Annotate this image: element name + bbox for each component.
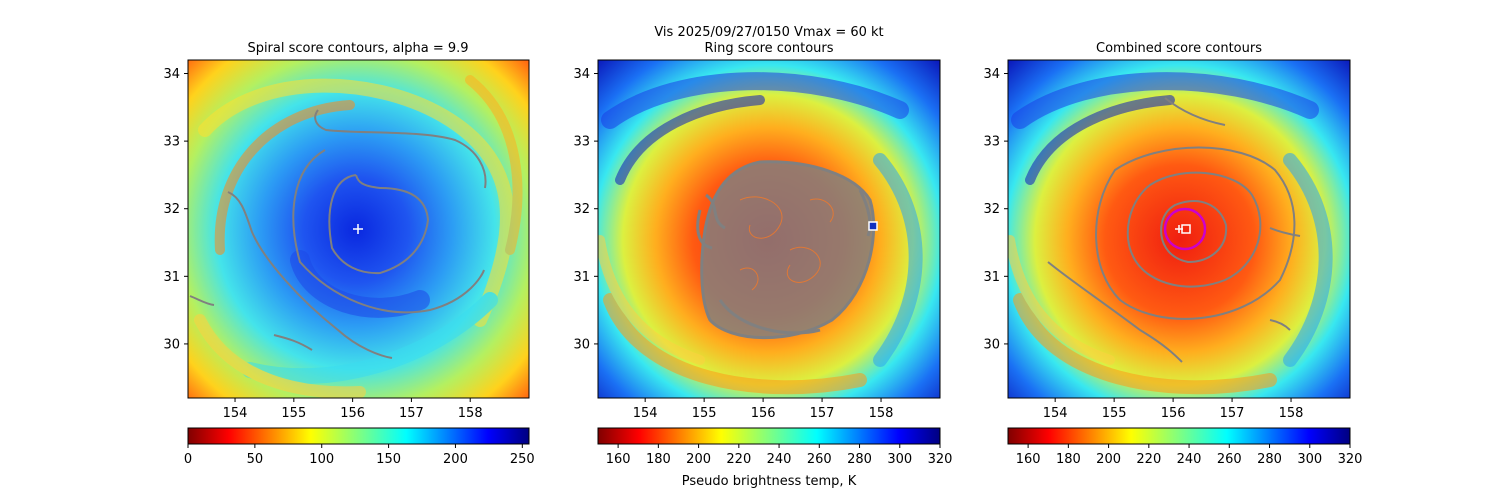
colorbar (187, 427, 530, 445)
colorbar-tick-label: 220 (726, 452, 751, 467)
colorbar-tick-label: 280 (847, 452, 872, 467)
colorbar-tick-label: 260 (807, 452, 832, 467)
satellite-image (1008, 60, 1350, 398)
colorbar (597, 427, 941, 445)
x-tick-label: 156 (340, 406, 365, 421)
colorbar-tick-label: 200 (443, 452, 468, 467)
x-tick-label: 154 (633, 406, 658, 421)
colorbar-tick-label: 180 (1056, 452, 1081, 467)
x-tick-label: 158 (869, 406, 894, 421)
y-tick-label: 31 (163, 270, 180, 285)
colorbar-tick-label: 0 (184, 452, 192, 467)
colorbar-tick-label: 200 (686, 452, 711, 467)
panel-title: Combined score contours (1096, 41, 1262, 56)
colorbar-tick-label: 320 (928, 452, 953, 467)
colorbar-ticks: 0 50 100 150 200 250 (184, 444, 535, 467)
satellite-image (598, 60, 940, 398)
y-tick-label: 34 (573, 67, 590, 82)
colorbar-ticks: 160 180 200 220 240 260 280 300 320 (1016, 444, 1363, 467)
panel-ring: Ring score contours (573, 41, 952, 489)
x-tick-label: 158 (458, 406, 483, 421)
colorbar-tick-label: 240 (767, 452, 792, 467)
panel-combined: Combined score contours (983, 41, 1362, 467)
y-tick-label: 32 (983, 202, 1000, 217)
colorbar-tick-label: 300 (887, 452, 912, 467)
colorbar-tick-label: 320 (1338, 452, 1363, 467)
y-tick-label: 31 (983, 270, 1000, 285)
figure-suptitle: Vis 2025/09/27/0150 Vmax = 60 kt (654, 25, 883, 40)
x-tick-label: 157 (1220, 406, 1245, 421)
y-tick-label: 30 (983, 337, 1000, 352)
y-tick-label: 32 (573, 202, 590, 217)
x-tick-label: 154 (1043, 406, 1068, 421)
x-tick-label: 155 (692, 406, 717, 421)
x-tick-label: 157 (399, 406, 424, 421)
x-tick-label: 155 (1102, 406, 1127, 421)
x-tick-label: 155 (281, 406, 306, 421)
center-marker (868, 221, 878, 231)
spiral-contours (189, 109, 487, 359)
colorbar-label: Pseudo brightness temp, K (682, 474, 857, 489)
y-tick-label: 30 (573, 337, 590, 352)
colorbar-tick-label: 240 (1177, 452, 1202, 467)
y-tick-label: 33 (573, 135, 590, 150)
colorbar-ticks: 160 180 200 220 240 260 280 300 320 (606, 444, 953, 467)
colorbar-tick-label: 250 (510, 452, 535, 467)
center-marker (353, 224, 363, 234)
y-tick-label: 32 (163, 202, 180, 217)
colorbar-tick-label: 150 (376, 452, 401, 467)
x-tick-label: 157 (810, 406, 835, 421)
center-marker (1163, 207, 1207, 251)
x-tick-label: 158 (1279, 406, 1304, 421)
colorbar-tick-label: 160 (1016, 452, 1041, 467)
axes: 154 155 156 157 158 30 31 32 33 34 (163, 67, 482, 421)
colorbar-tick-label: 160 (606, 452, 631, 467)
colorbar-tick-label: 300 (1297, 452, 1322, 467)
x-tick-label: 156 (1161, 406, 1186, 421)
panel-spiral: Spiral score contours, alpha = 9.9 (163, 41, 534, 467)
y-tick-label: 34 (983, 67, 1000, 82)
axes: 154 155 156 157 158 30 31 32 33 34 (573, 67, 893, 421)
colorbar-tick-label: 100 (309, 452, 334, 467)
y-tick-label: 34 (163, 67, 180, 82)
satellite-image (188, 60, 529, 398)
colorbar-tick-label: 180 (646, 452, 671, 467)
ring-texture (739, 196, 834, 291)
x-tick-label: 154 (223, 406, 248, 421)
axes: 154 155 156 157 158 30 31 32 33 34 (983, 67, 1303, 421)
colorbar-tick-label: 200 (1096, 452, 1121, 467)
panel-title: Spiral score contours, alpha = 9.9 (247, 41, 468, 56)
y-tick-label: 33 (163, 135, 180, 150)
colorbar-tick-label: 260 (1217, 452, 1242, 467)
y-tick-label: 30 (163, 337, 180, 352)
x-tick-label: 156 (751, 406, 776, 421)
combined-contours (1047, 97, 1301, 363)
eye-circle (1163, 207, 1207, 251)
colorbar-tick-label: 50 (247, 452, 264, 467)
colorbar-tick-label: 220 (1136, 452, 1161, 467)
colorbar (1007, 427, 1351, 445)
y-tick-label: 33 (983, 135, 1000, 150)
y-tick-label: 31 (573, 270, 590, 285)
colorbar-tick-label: 280 (1257, 452, 1282, 467)
panel-title: Ring score contours (704, 41, 833, 56)
